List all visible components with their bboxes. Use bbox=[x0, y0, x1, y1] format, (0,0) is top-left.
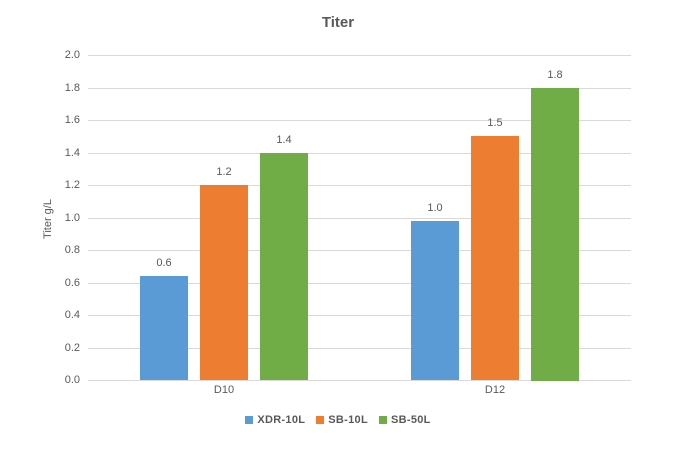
y-tick-label: 2.0 bbox=[64, 49, 80, 61]
bar-SB-50L-D12 bbox=[531, 88, 579, 381]
gridline bbox=[88, 55, 631, 56]
legend: XDR-10L SB-10L SB-50L bbox=[0, 414, 676, 426]
legend-item-SB-10L: SB-10L bbox=[316, 414, 368, 426]
bar-data-label: 1.5 bbox=[487, 117, 503, 129]
legend-swatch-icon bbox=[378, 416, 387, 424]
legend-swatch-icon bbox=[316, 416, 325, 424]
bar-data-label: 0.6 bbox=[156, 257, 172, 269]
bar-XDR-10L-D10 bbox=[140, 276, 188, 380]
legend-label: SB-50L bbox=[390, 414, 431, 426]
gridline bbox=[88, 250, 631, 251]
plot-area bbox=[88, 55, 631, 381]
bar-data-label: 1.8 bbox=[547, 69, 563, 81]
x-tick-label: D10 bbox=[213, 384, 235, 396]
gridline bbox=[88, 88, 631, 89]
bar-SB-10L-D12 bbox=[471, 136, 519, 380]
bar-data-label: 1.4 bbox=[276, 134, 292, 146]
y-tick-label: 1.6 bbox=[64, 114, 80, 126]
gridline bbox=[88, 315, 631, 316]
chart-title: Titer bbox=[321, 14, 355, 31]
legend-swatch-icon bbox=[245, 416, 254, 424]
bar-data-label: 1.2 bbox=[216, 166, 232, 178]
bar-SB-10L-D10 bbox=[200, 185, 248, 380]
y-tick-label: 1.4 bbox=[64, 147, 80, 159]
gridline bbox=[88, 218, 631, 219]
y-tick-label: 1.2 bbox=[64, 179, 80, 191]
y-tick-label: 0.0 bbox=[64, 374, 80, 386]
gridline bbox=[88, 380, 631, 381]
legend-label: SB-10L bbox=[328, 414, 368, 426]
y-tick-label: 1.8 bbox=[64, 82, 80, 94]
gridline bbox=[88, 185, 631, 186]
y-tick-label: 0.6 bbox=[64, 277, 80, 289]
x-tick-label: D12 bbox=[484, 384, 506, 396]
legend-item-XDR-10L: XDR-10L bbox=[245, 414, 305, 426]
bar-SB-50L-D10 bbox=[260, 153, 308, 380]
gridline bbox=[88, 283, 631, 284]
y-tick-label: 1.0 bbox=[64, 212, 80, 224]
y-tick-label: 0.2 bbox=[64, 342, 80, 354]
legend-item-SB-50L: SB-50L bbox=[378, 414, 431, 426]
bar-XDR-10L-D12 bbox=[411, 221, 459, 380]
gridline bbox=[88, 120, 631, 121]
bar-data-label: 1.0 bbox=[427, 202, 443, 214]
gridline bbox=[88, 348, 631, 349]
gridline bbox=[88, 153, 631, 154]
y-tick-label: 0.4 bbox=[64, 309, 80, 321]
y-tick-label: 0.8 bbox=[64, 244, 80, 256]
legend-label: XDR-10L bbox=[257, 414, 306, 426]
